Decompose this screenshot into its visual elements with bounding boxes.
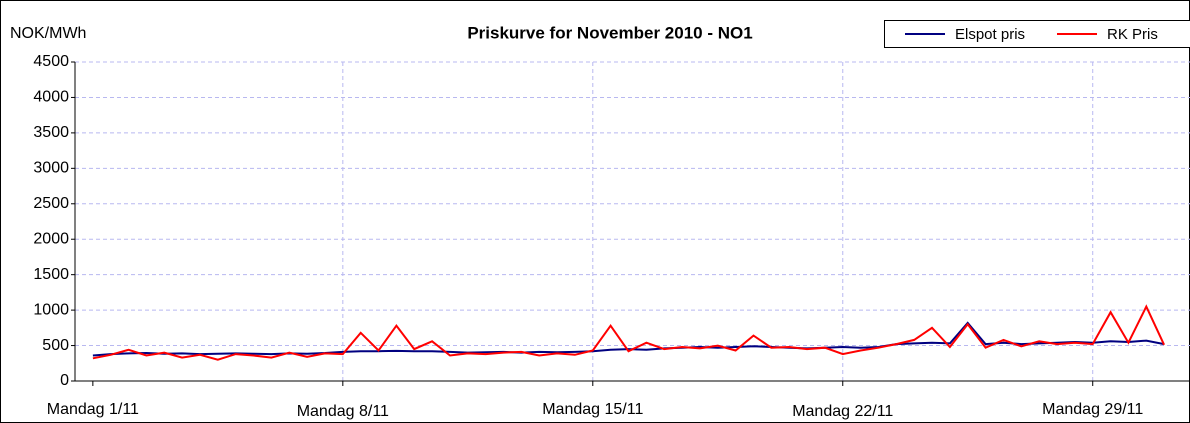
y-tick-label: 2000 [33, 230, 69, 247]
x-tick-label: Mandag 22/11 [792, 403, 893, 420]
x-tick-label: Mandag 15/11 [542, 401, 643, 418]
chart-title: Priskurve for November 2010 - NO1 [467, 23, 752, 42]
series-line [92, 321, 1165, 357]
y-tick-label: 3000 [33, 160, 69, 177]
y-tick-label: 1500 [33, 266, 69, 283]
x-tick-label: Mandag 1/11 [47, 401, 139, 418]
y-axis-label: NOK/MWh [10, 25, 86, 42]
x-tick-label: Mandag 8/11 [297, 403, 389, 420]
y-tick-label: 0 [60, 372, 69, 389]
series-line [92, 304, 1166, 361]
y-tick-label: 1000 [33, 301, 69, 318]
y-tick-label: 3500 [33, 124, 69, 141]
y-tick-label: 2500 [33, 195, 69, 212]
legend-label: RK Pris [1107, 26, 1158, 43]
y-tick-label: 500 [42, 337, 69, 354]
y-tick-label: 4500 [33, 53, 69, 70]
x-tick-label: Mandag 29/11 [1042, 401, 1143, 418]
y-tick-label: 4000 [33, 89, 69, 106]
legend-label: Elspot pris [955, 26, 1025, 43]
